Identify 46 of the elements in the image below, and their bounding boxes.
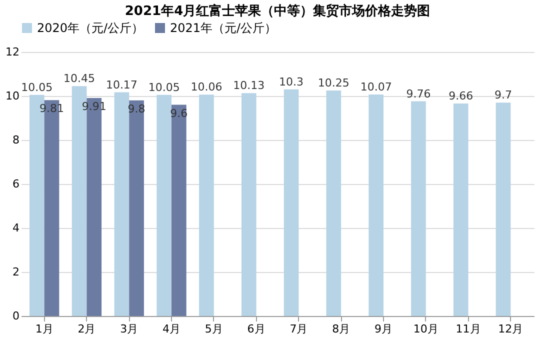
x-tick-label: 3月 [120,322,138,336]
x-tick-label: 2月 [78,322,96,336]
legend-label: 2020年（元/公斤） [37,21,144,35]
y-tick-label: 0 [12,310,20,322]
x-tick-label: 4月 [162,322,181,336]
bar [129,100,144,316]
data-label: 10.06 [190,80,222,94]
data-label: 9.66 [448,89,474,102]
data-label: 10.13 [233,79,265,92]
bar [114,92,130,316]
x-tick-label: 8月 [332,322,350,336]
y-tick-label: 8 [12,134,20,146]
data-label: 10.05 [148,80,180,94]
bar [284,89,299,316]
data-label: 9.7 [494,88,512,102]
x-tick-label: 11月 [456,322,481,336]
bar [172,104,186,316]
data-label: 10.17 [106,78,138,92]
y-tick-label: 6 [12,178,20,190]
bar [411,101,426,316]
data-label: 10.3 [279,75,304,88]
data-label: 10.05 [21,80,53,94]
x-tick-label: 5月 [204,322,223,336]
bar [241,93,256,316]
y-tick-label: 12 [6,46,20,58]
data-label: 10.45 [64,72,96,86]
x-tick-label: 1月 [35,322,54,336]
x-tick-label: 6月 [247,322,266,336]
x-tick-label: 10月 [413,322,438,336]
data-label: 9.76 [406,87,431,100]
data-label: 10.25 [318,76,350,90]
chart-title: 2021年4月红富士苹果（中等）集贸市场价格走势图 [124,3,430,19]
bar [496,102,511,316]
x-tick-label: 12月 [498,322,524,336]
bar [156,94,172,316]
bar [453,103,468,316]
bar [368,94,384,316]
bar [326,90,342,316]
legend-label: 2021年（元/公斤） [170,21,277,35]
y-tick-label: 4 [12,222,20,234]
x-tick-label: 7月 [290,322,308,336]
bar [199,94,214,316]
y-tick-label: 2 [12,266,20,278]
y-tick-label: 10 [6,90,20,102]
x-tick-label: 9月 [374,322,392,336]
data-label: 10.07 [360,80,392,94]
